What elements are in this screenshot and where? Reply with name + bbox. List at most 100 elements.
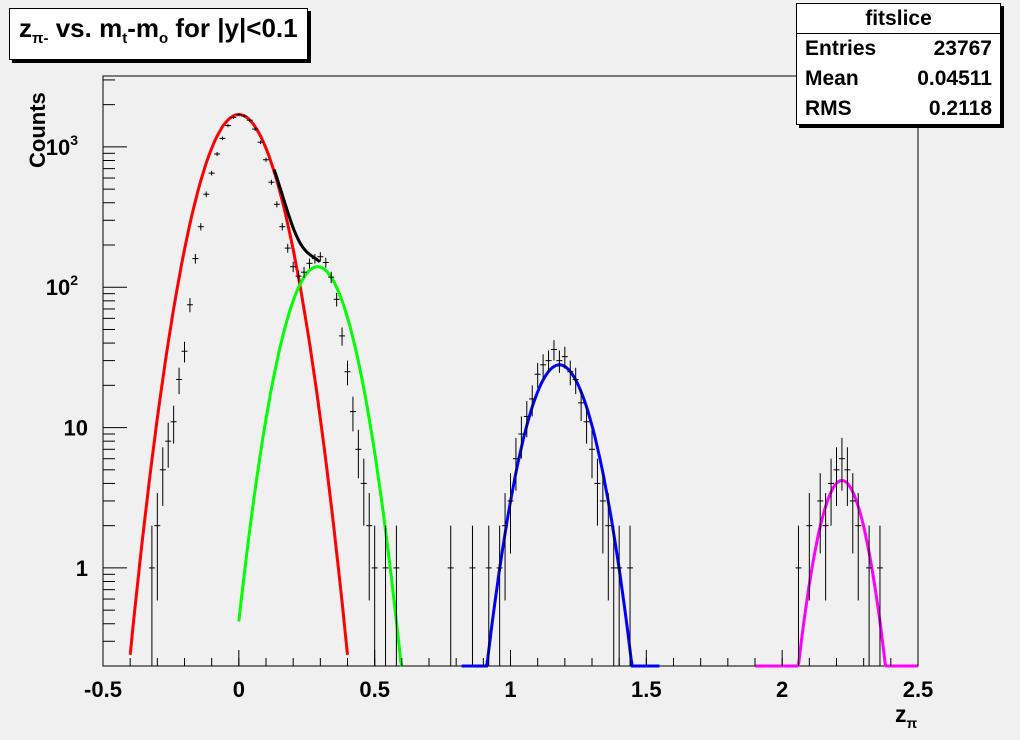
x-axis-ticks: -0.5 0 0.5 1 1.5 2 2.5 (84, 650, 933, 702)
data-point (186, 298, 193, 313)
data-point (301, 267, 308, 278)
plot-title: zπ- vs. mt-mo for |y|<0.1 (9, 8, 308, 61)
data-point (838, 437, 845, 491)
data-point (828, 458, 835, 526)
data-point (176, 367, 183, 395)
data-point (507, 473, 514, 554)
y-tick-label-3: 103 (46, 132, 78, 160)
data-point (594, 458, 601, 526)
data-point (154, 493, 161, 601)
data-point (469, 525, 476, 666)
data-point (485, 525, 492, 666)
data-point (561, 346, 568, 369)
x-tick-label-1: 0 (233, 677, 245, 702)
data-point (556, 350, 563, 373)
data-point (279, 223, 286, 231)
data-point (572, 367, 579, 395)
data-point (866, 525, 873, 666)
data-point (197, 223, 204, 231)
y-tick-label-1: 10 (64, 416, 88, 441)
data-point (311, 253, 318, 264)
data-point (241, 114, 248, 118)
fit-curve-green (237, 265, 404, 667)
data-point (349, 396, 356, 432)
x-tick-label-0: -0.5 (84, 677, 122, 702)
stats-title: fitslice (797, 4, 1000, 34)
data-point (230, 115, 237, 120)
data-point (246, 118, 253, 122)
data-point (599, 473, 606, 554)
x-tick-label-5: 2 (776, 677, 788, 702)
y-tick-label-0: 1 (76, 556, 88, 581)
data-point (578, 388, 585, 422)
x-axis-label-sub: π (907, 715, 918, 731)
data-point (344, 360, 351, 386)
fit-curve-sum (272, 169, 321, 263)
y-axis-ticks: 1 10 102 103 (46, 79, 127, 667)
data-point (795, 525, 802, 666)
data-point (328, 271, 335, 284)
data-point (496, 525, 503, 666)
data-point (263, 157, 269, 162)
y-tick-label-2: 102 (46, 272, 78, 300)
data-point (181, 341, 188, 363)
data-point (273, 201, 280, 208)
data-point (252, 127, 259, 131)
data-point (817, 473, 824, 554)
data-point (583, 405, 590, 444)
data-point (610, 525, 617, 666)
data-point (290, 261, 297, 273)
x-axis-label: zπ (895, 701, 918, 731)
x-tick-label-6: 2.5 (903, 677, 934, 702)
stats-row-rms: RMS 0.2118 (805, 97, 992, 120)
y-axis-label: Counts (25, 92, 50, 168)
data-point (295, 270, 302, 282)
data-point (360, 458, 367, 526)
data-point (844, 447, 851, 506)
data-point (317, 252, 324, 262)
data-point (550, 340, 557, 361)
x-tick-label-3: 1 (504, 677, 516, 702)
data-point (627, 525, 634, 666)
data-point (159, 447, 166, 506)
data-point (268, 179, 275, 185)
data-point (306, 258, 313, 269)
data-point (366, 493, 373, 601)
data-points (148, 113, 883, 666)
data-point (447, 525, 454, 666)
data-point (529, 385, 536, 417)
data-point (208, 170, 215, 176)
data-point (382, 525, 389, 666)
data-point (284, 243, 291, 253)
data-point (545, 350, 552, 373)
data-point (371, 525, 378, 666)
data-point (567, 360, 574, 386)
data-point (512, 437, 519, 491)
data-point (235, 113, 242, 117)
data-point (540, 354, 547, 378)
data-point (257, 140, 264, 145)
x-tick-label-4: 1.5 (631, 677, 662, 702)
data-point (534, 362, 541, 389)
data-point (148, 525, 155, 666)
plot-frame (102, 75, 919, 667)
data-point (165, 422, 172, 468)
data-point (355, 429, 362, 479)
stats-row-mean: Mean 0.04511 (805, 67, 992, 90)
data-point (224, 123, 231, 128)
data-point (523, 400, 530, 438)
data-point (876, 525, 883, 666)
data-point (822, 493, 829, 601)
data-point (806, 493, 813, 601)
data-point (616, 525, 623, 666)
data-point (333, 292, 340, 307)
data-point (855, 493, 862, 601)
fit-curve-blue (461, 363, 660, 668)
stats-box: fitslice Entries 23767 Mean 0.04511 RMS … (796, 3, 1001, 125)
data-point (219, 136, 226, 141)
data-point (203, 191, 210, 198)
data-point (833, 447, 840, 506)
data-point (170, 405, 177, 444)
data-point (849, 473, 856, 554)
